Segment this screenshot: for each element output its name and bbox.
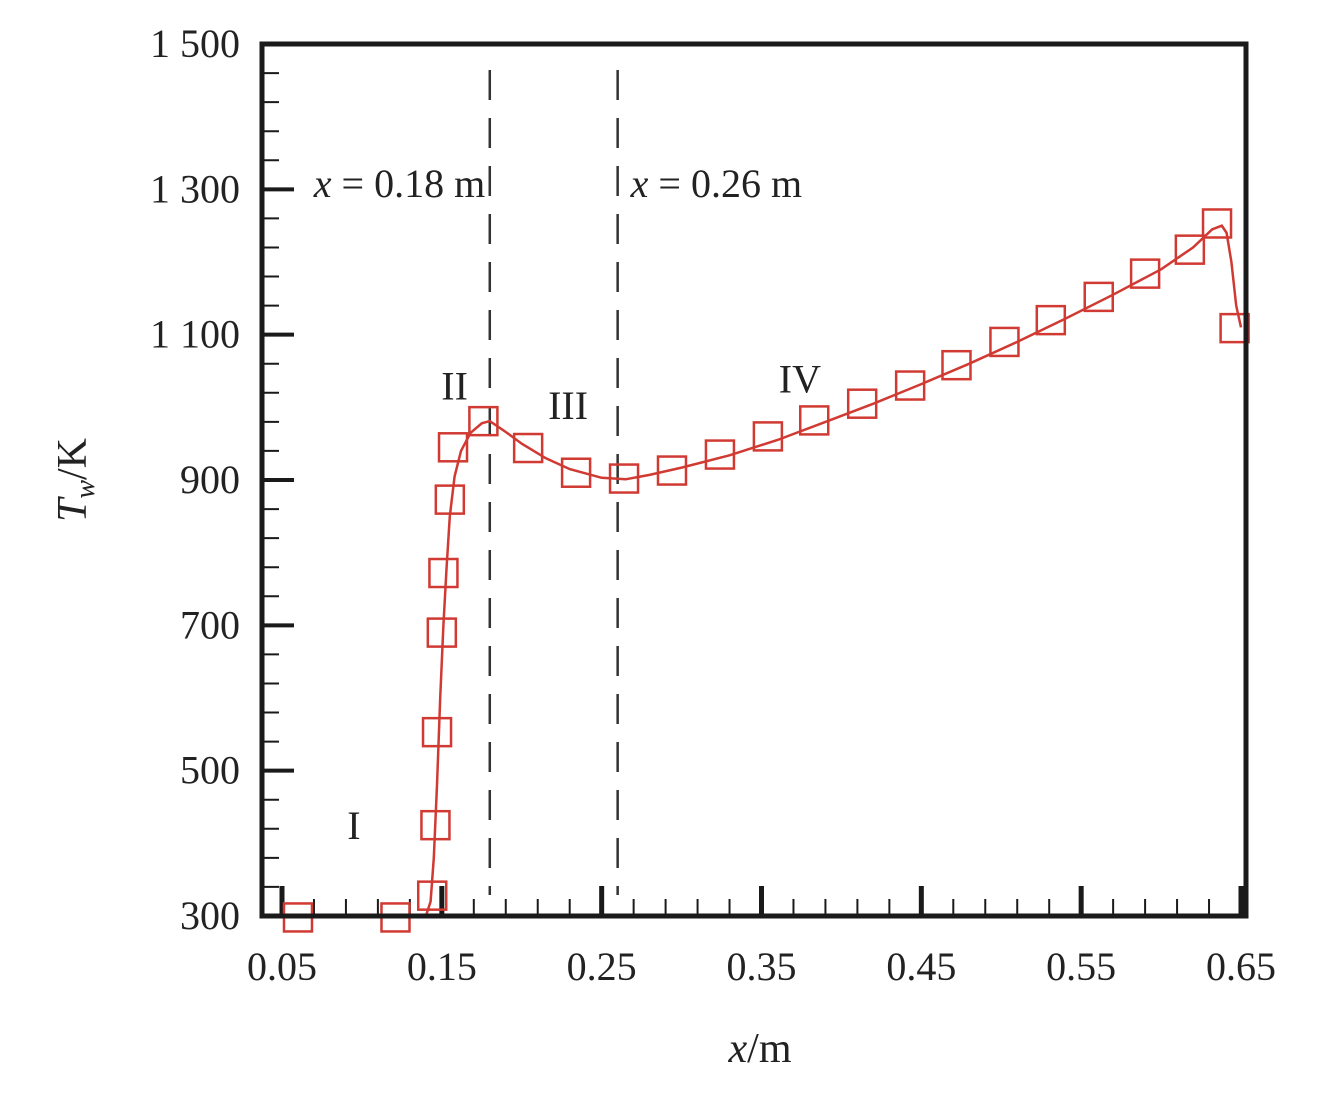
data-point (798, 405, 830, 436)
reference-line-label: x = 0.26 m (630, 161, 802, 206)
region-label: III (548, 383, 588, 428)
data-point (421, 716, 453, 748)
series-layer (282, 208, 1250, 933)
x-tick-label: 0.65 (1206, 944, 1276, 989)
data-point (846, 388, 878, 419)
data-point (1201, 208, 1233, 239)
x-tick-label: 0.05 (247, 944, 317, 989)
region-label: I (347, 803, 360, 848)
y-axis-title: Tw/K (50, 438, 101, 522)
x-axis-title: x/m (728, 1026, 792, 1072)
reference-line-label-value: = 0.26 m (648, 161, 802, 206)
x-tick-label: 0.15 (407, 944, 477, 989)
reference-line-label-value: = 0.18 m (332, 161, 486, 206)
x-tick-label: 0.35 (727, 944, 797, 989)
y-tick-label: 300 (180, 893, 240, 938)
reference-line-label-var: x (630, 161, 649, 206)
data-point (468, 405, 499, 437)
data-point (426, 617, 458, 648)
reference-line-label: x = 0.18 m (313, 161, 485, 206)
data-point (894, 370, 926, 401)
y-tick-label: 700 (180, 602, 240, 647)
data-point (752, 421, 784, 452)
data-point (656, 455, 688, 486)
y-tick-label: 1 300 (150, 166, 240, 211)
y-tick-label: 500 (180, 748, 240, 793)
labels-layer: 300 500 700 900 1 100 1 300 1 500 0.05 0.15 0.25 0… (150, 21, 1276, 989)
data-point (941, 349, 972, 381)
y-tick-label: 900 (180, 457, 240, 502)
data-point (704, 439, 736, 470)
x-tick-label: 0.45 (886, 944, 956, 989)
plot-frame (259, 41, 1249, 919)
data-point (434, 484, 466, 515)
region-label: IV (779, 356, 821, 401)
y-tick-label: 1 100 (150, 312, 240, 357)
data-point (512, 432, 544, 464)
reference-lines (488, 70, 619, 895)
x-axis-title-slash: / (747, 1026, 759, 1072)
y-axis-title-slash: / (50, 468, 96, 480)
y-axis-title-var: T (50, 496, 96, 522)
y-axis-title-subscript: w (70, 480, 101, 499)
x-tick-label: 0.25 (567, 944, 637, 989)
data-point (420, 809, 451, 841)
data-point (437, 432, 469, 463)
data-point (1035, 304, 1067, 336)
data-point (416, 880, 448, 911)
data-point (608, 463, 640, 494)
region-label: II (441, 364, 468, 409)
x-axis-title-unit: m (759, 1026, 792, 1072)
data-point (989, 326, 1020, 358)
x-tick-label: 0.55 (1046, 944, 1116, 989)
major-ticks (262, 42, 1244, 918)
y-tick-label: 1 500 (150, 21, 240, 66)
minor-ticks (262, 72, 1211, 916)
data-point (1083, 281, 1114, 313)
x-axis-title-var: x (728, 1026, 748, 1072)
data-point (1219, 312, 1250, 344)
data-point (1129, 258, 1161, 289)
data-point (560, 457, 592, 488)
series-line (424, 224, 1243, 917)
data-point (428, 557, 459, 589)
y-axis-title-unit: K (50, 438, 96, 468)
data-point (1174, 234, 1206, 265)
reference-line-label-var: x (313, 161, 332, 206)
